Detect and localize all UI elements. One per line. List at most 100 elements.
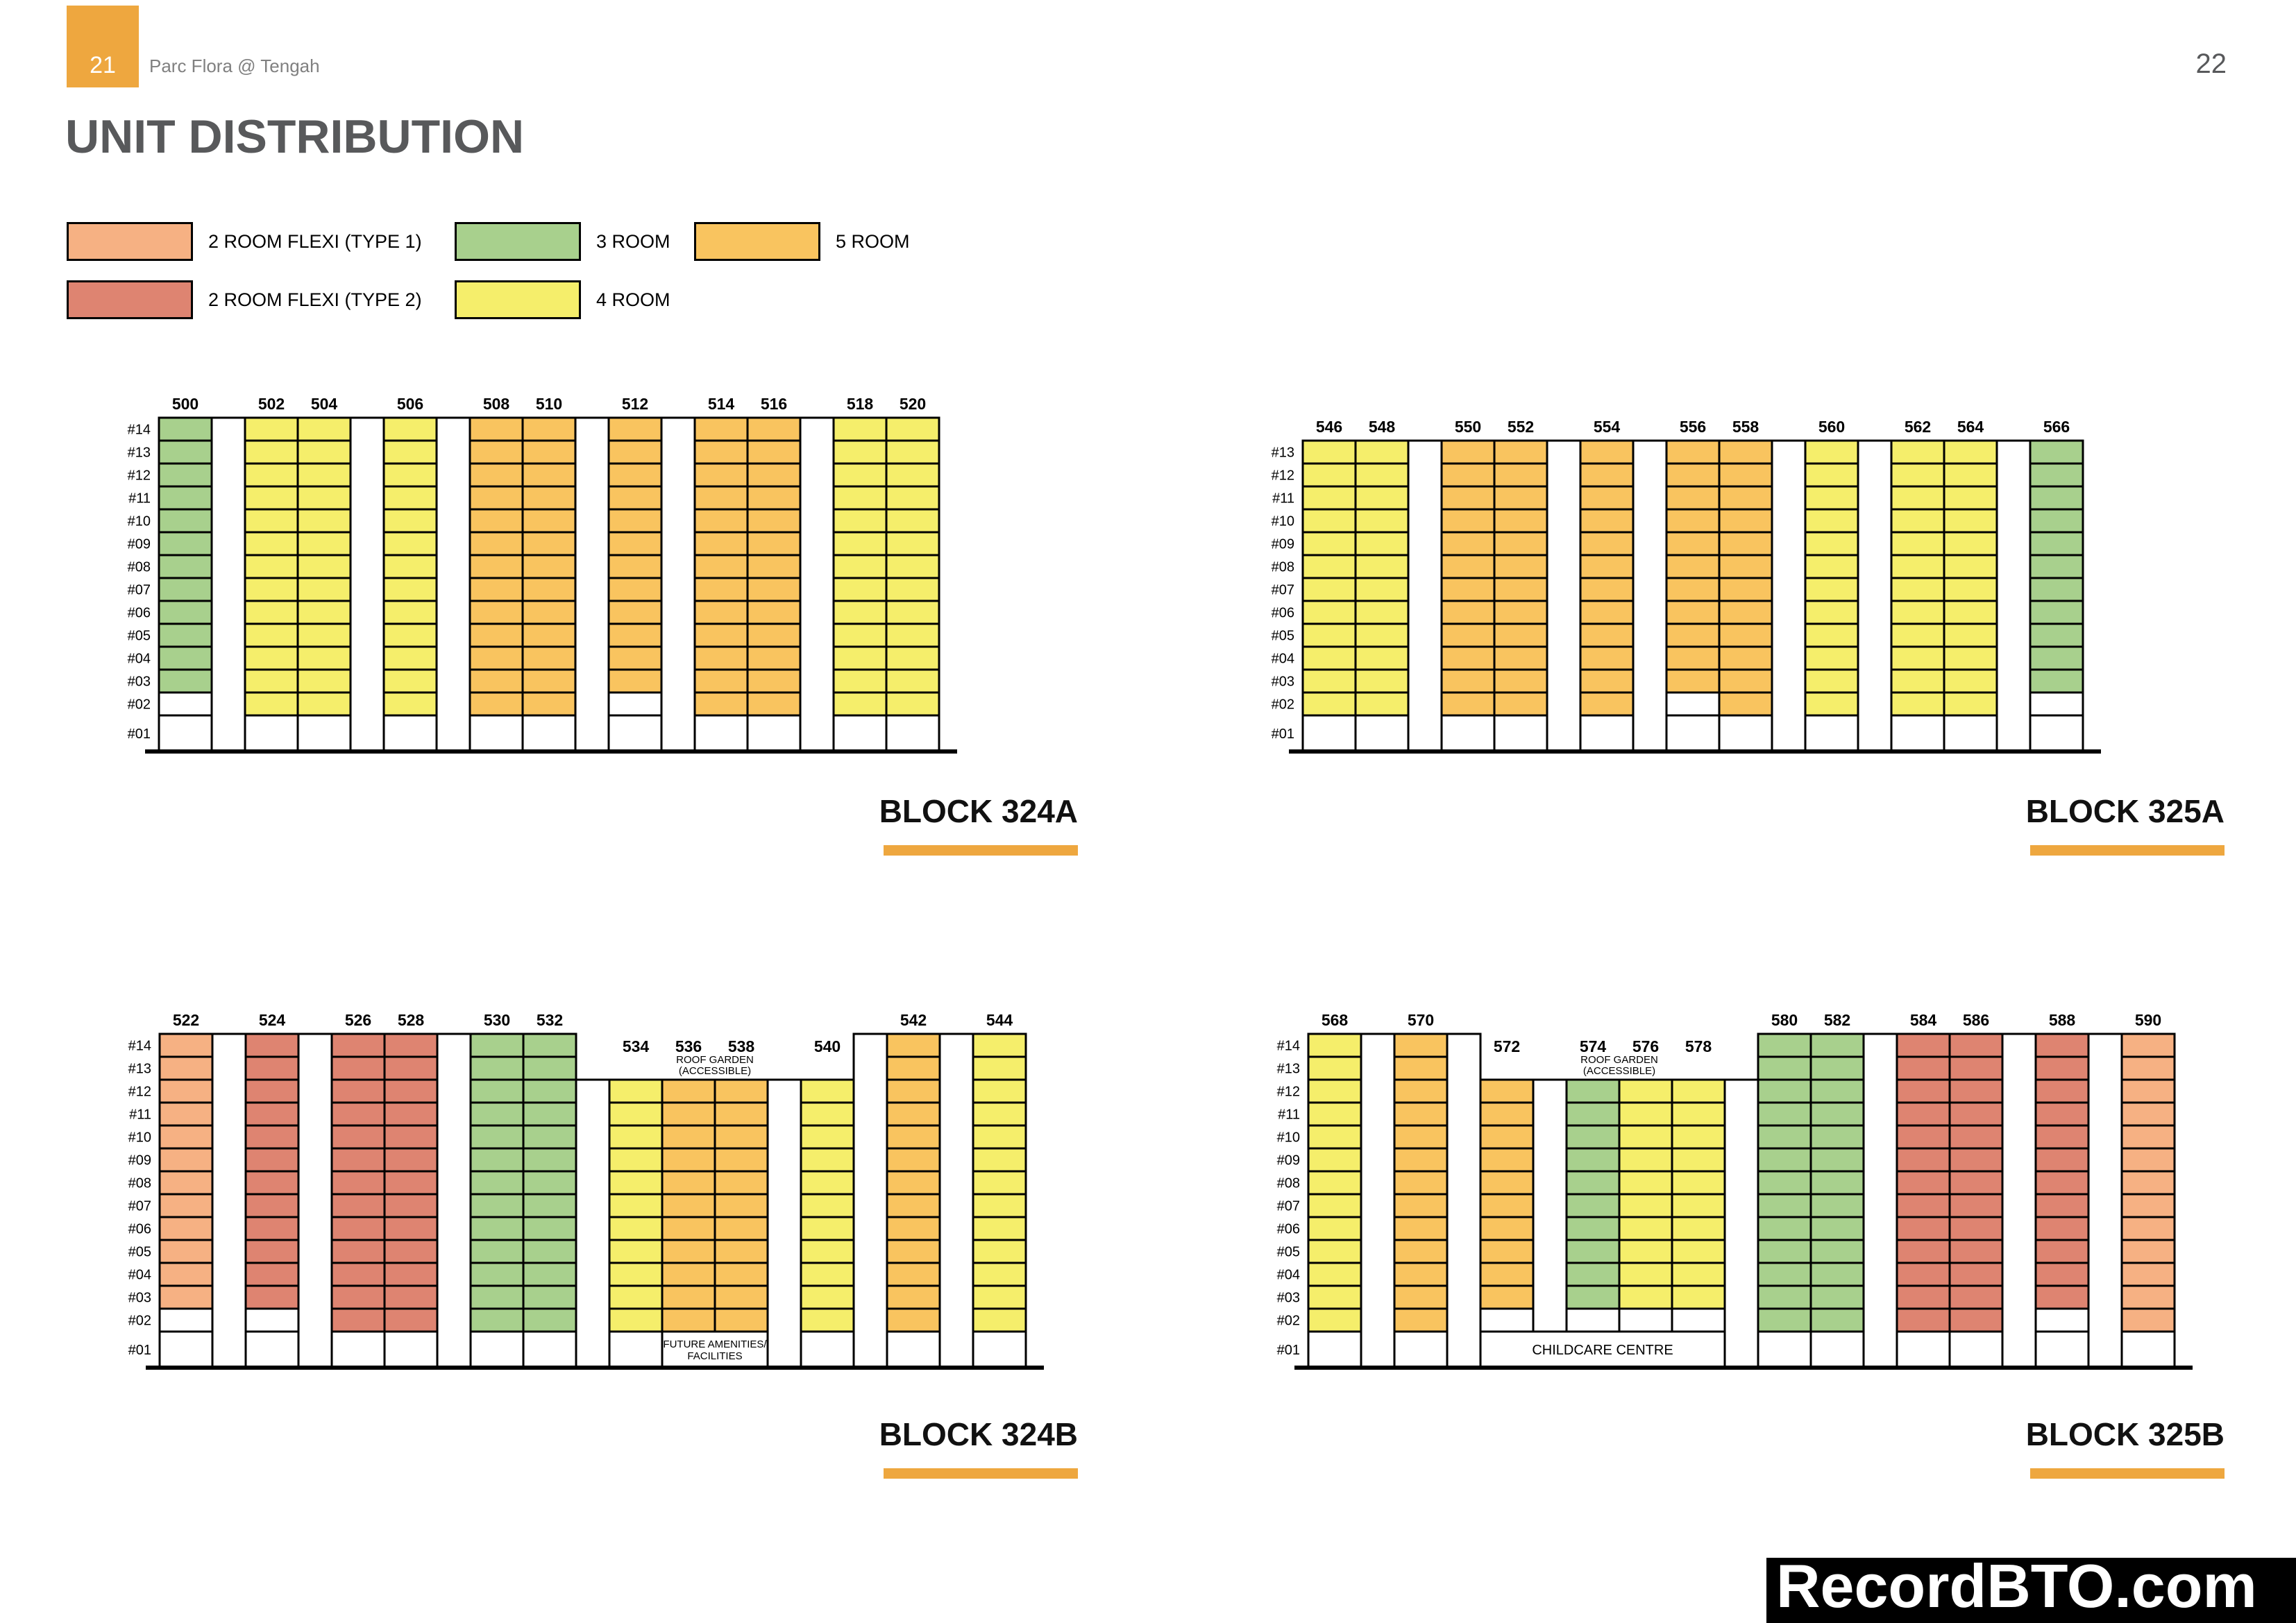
unit-cell [1896, 1239, 1951, 1264]
unit-cell [1718, 577, 1773, 602]
unit-cell [521, 508, 577, 534]
stack-number: 536 [675, 1037, 702, 1055]
stack-number: 522 [173, 1011, 199, 1029]
legend-item-2-room-flexi-type-1: 2 ROOM FLEXI (TYPE 1) [67, 222, 422, 261]
unit-cell [383, 1307, 439, 1333]
unit-cell [383, 1170, 439, 1196]
unit-cell [1618, 1193, 1673, 1218]
unit-cell [608, 1147, 664, 1173]
unit-cell [1948, 1261, 2004, 1287]
floor-label: #14 [128, 1039, 151, 1054]
unit-cell [608, 1078, 664, 1104]
unit-cell [1493, 485, 1548, 511]
stack-number: 580 [1771, 1011, 1798, 1029]
unit-cell [607, 691, 663, 717]
unit-cell [158, 508, 213, 534]
unit-cell [469, 508, 524, 534]
unit-cell [1804, 554, 1859, 579]
unit-cell [330, 1147, 386, 1173]
unit-cell [521, 462, 577, 488]
project-name: Parc Flora @ Tengah [149, 56, 320, 76]
unit-cell [886, 1033, 941, 1058]
unit-cell [1307, 1261, 1362, 1287]
unit-cell [296, 600, 352, 625]
unit-cell [382, 668, 438, 694]
unit-cell [521, 714, 577, 753]
stack-number: 508 [483, 395, 510, 413]
unit-cell [1809, 1284, 1865, 1310]
unit-cell [1809, 1239, 1865, 1264]
unit-cell [2120, 1284, 2176, 1310]
unit-cell [800, 1307, 855, 1333]
unit-cell [383, 1193, 439, 1218]
unit-cell [832, 668, 888, 694]
unit-cell [382, 439, 438, 465]
unit-cell [1948, 1078, 2004, 1104]
unit-cell [158, 600, 213, 625]
unit-cell [522, 1307, 577, 1333]
unit-cell [972, 1033, 1027, 1058]
unit-cell [383, 1101, 439, 1127]
unit-cell [607, 485, 663, 511]
unit-cell [1665, 554, 1721, 579]
stack-number: 558 [1732, 418, 1759, 436]
core-gap [660, 416, 696, 753]
unit-cell [158, 714, 213, 753]
unit-cell [469, 1307, 525, 1333]
legend-label: 5 ROOM [836, 230, 910, 252]
unit-cell [469, 1284, 525, 1310]
unit-cell [714, 1147, 769, 1173]
unit-cell [1307, 1124, 1362, 1150]
stack-number: 512 [622, 395, 648, 413]
floor-label: #05 [1277, 1245, 1300, 1260]
unit-cell [1757, 1284, 1812, 1310]
floor-label: #11 [129, 1107, 151, 1123]
unit-cell [522, 1147, 577, 1173]
unit-cell [244, 1078, 300, 1104]
unit-cell [1301, 622, 1357, 648]
watermark-text: RecordBTO.com [1776, 1558, 2257, 1620]
unit-cell [800, 1193, 855, 1218]
unit-cell [1671, 1239, 1726, 1264]
unit-cell [244, 1239, 300, 1264]
unit-cell [1665, 531, 1721, 556]
unit-cell [693, 600, 749, 625]
unit-cell [469, 1147, 525, 1173]
core-gap [938, 1033, 974, 1369]
unit-cell [2120, 1193, 2176, 1218]
stack-number: 586 [1963, 1011, 1989, 1029]
core-gap [1771, 439, 1807, 753]
legend-label: 3 ROOM [596, 230, 670, 252]
unit-cell [522, 1193, 577, 1218]
unit-cell [244, 1193, 300, 1218]
unit-cell [522, 1033, 577, 1058]
floor-label: #06 [1277, 1222, 1300, 1237]
unit-cell [693, 554, 749, 579]
unit-cell [1440, 554, 1496, 579]
unit-cell [1671, 1261, 1726, 1287]
unit-cell [1943, 508, 1998, 534]
unit-cell [886, 1261, 941, 1287]
unit-cell [886, 1170, 941, 1196]
unit-cell [522, 1330, 577, 1369]
unit-cell [1671, 1124, 1726, 1150]
unit-cell [1804, 600, 1859, 625]
unit-cell [1354, 600, 1410, 625]
unit-cell [296, 691, 352, 717]
unit-cell [693, 531, 749, 556]
floor-label: #13 [128, 1062, 151, 1077]
block-diagram-block-325b: 568 570 572 574 576 578 580 582 584 586 588 590 CHIL… [1277, 1011, 2193, 1370]
unit-cell [522, 1284, 577, 1310]
unit-cell [746, 714, 802, 753]
unit-cell [1307, 1170, 1362, 1196]
unit-cell [2120, 1124, 2176, 1150]
block-name: BLOCK 324A [879, 793, 1078, 829]
floor-label: #03 [1277, 1291, 1300, 1306]
unit-cell [1896, 1216, 1951, 1241]
stack-number: 570 [1408, 1011, 1434, 1029]
unit-cell [522, 1101, 577, 1127]
unit-cell [2029, 462, 2084, 488]
unit-cell [885, 645, 940, 671]
unit-cell [1804, 485, 1859, 511]
floor-label: #10 [128, 1130, 151, 1146]
